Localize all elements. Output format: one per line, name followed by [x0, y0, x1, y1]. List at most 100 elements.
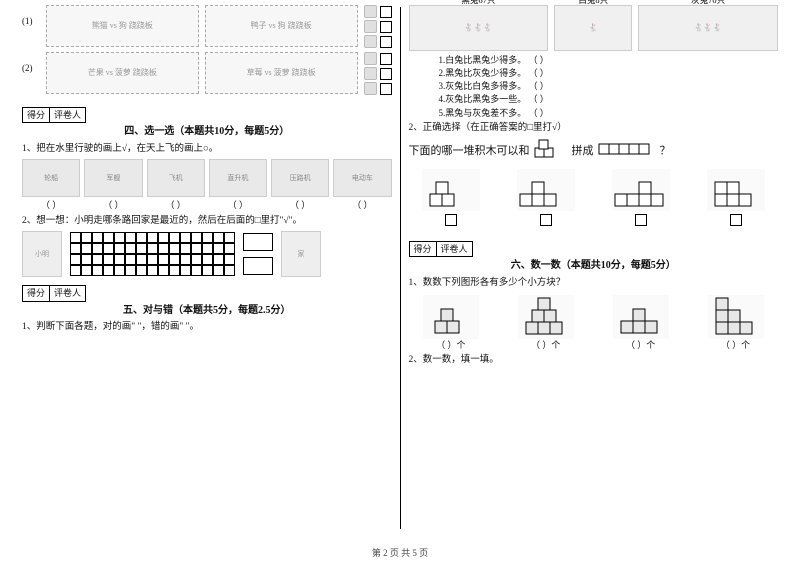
left-column: (1) 熊猫 vs 狗 跷跷板 鸭子 vs 狗 跷跷板 (2) 芒果 vs 菠萝… — [14, 5, 400, 535]
answer-checkbox[interactable] — [380, 36, 392, 48]
seesaw-3-image: 芒果 vs 菠萝 跷跷板 — [46, 52, 199, 94]
rabbit-statements: 1.白兔比黑兔少得多。 （ ） 2.黑兔比灰兔少得多。 （ ） 3.灰兔比白兔多… — [409, 54, 779, 119]
block-option-4-checkbox[interactable] — [730, 214, 742, 226]
vehicles-row: 轮船 军舰 飞机 直升机 压路机 电动车 — [22, 159, 392, 197]
block-option-2 — [517, 169, 575, 211]
panda-icon — [364, 5, 377, 18]
answer-blank[interactable]: （ ） — [209, 199, 267, 211]
prompt-a: 下面的哪一堆积木可以和 — [409, 144, 530, 159]
dog-icon — [364, 20, 377, 33]
stmt-4[interactable]: 4.灰兔比黑兔多一些。 （ ） — [439, 93, 779, 105]
seesaw-row2-answers — [364, 52, 392, 95]
grader-label: 评卷人 — [50, 108, 85, 122]
seesaw-row1-label: (1) — [22, 5, 40, 48]
mango-icon — [364, 82, 377, 95]
maze-answer-box-1[interactable] — [243, 233, 273, 251]
vehicle-helicopter: 直升机 — [209, 159, 267, 197]
section5-title: 五、对与错（本题共5分，每题2.5分） — [22, 304, 392, 318]
score-label: 得分 — [410, 242, 437, 256]
black-rabbit-label: 黑兔67只 — [461, 0, 495, 6]
gray-rabbit-group: 灰兔70只 🐇🐇🐇 — [638, 5, 778, 51]
character-left: 小明 — [22, 231, 62, 277]
score-label: 得分 — [23, 286, 50, 300]
seesaw-2-image: 鸭子 vs 狗 跷跷板 — [205, 5, 358, 47]
block-option-3 — [612, 169, 670, 211]
block-option-1 — [422, 169, 480, 211]
answer-checkbox[interactable] — [380, 6, 392, 18]
stmt-5[interactable]: 5.黑兔与灰兔差不多。 （ ） — [439, 107, 779, 119]
score-label: 得分 — [23, 108, 50, 122]
right-column: 黑兔67只 🐇🐇🐇 白兔8只 🐇 灰兔70只 🐇🐇🐇 1.白兔比黑兔少得多。 （… — [401, 5, 787, 535]
block-option-2-checkbox[interactable] — [540, 214, 552, 226]
answer-checkbox[interactable] — [380, 21, 392, 33]
count-blank-3[interactable]: （ ）个 — [613, 339, 669, 351]
blocks-prompt: 下面的哪一堆积木可以和 拼成 ？ — [409, 139, 779, 164]
white-rabbit-label: 白兔8只 — [578, 0, 608, 6]
house-image: 家 — [281, 231, 321, 277]
gray-rabbit-label: 灰兔70只 — [691, 0, 725, 6]
white-rabbit-group: 白兔8只 🐇 — [554, 5, 632, 51]
stmt-3[interactable]: 3.灰兔比白兔多得多。 （ ） — [439, 80, 779, 92]
stmt-2[interactable]: 2.黑兔比灰兔少得多。 （ ） — [439, 67, 779, 79]
q4-1-text: 1、把在水里行驶的画上√，在天上飞的画上○。 — [22, 143, 392, 156]
target-blocks-long-icon — [598, 141, 656, 162]
maze-grid — [70, 232, 235, 276]
count-blank-1[interactable]: （ ）个 — [423, 339, 479, 351]
strawberry-icon — [364, 67, 377, 80]
vehicle-warship: 军舰 — [84, 159, 142, 197]
rabbit-figure: 黑兔67只 🐇🐇🐇 白兔8只 🐇 灰兔70只 🐇🐇🐇 — [409, 5, 779, 51]
page-footer: 第 2 页 共 5 页 — [0, 546, 800, 559]
answer-checkbox[interactable] — [380, 53, 392, 65]
duck-icon — [364, 35, 377, 48]
answer-checkbox[interactable] — [380, 68, 392, 80]
prompt-b: 拼成 — [572, 144, 594, 159]
count-blank-4[interactable]: （ ）个 — [708, 339, 764, 351]
answer-blank[interactable]: （ ） — [271, 199, 329, 211]
pineapple-icon — [364, 52, 377, 65]
vehicle-ship: 轮船 — [22, 159, 80, 197]
count-fig-4 — [708, 295, 764, 339]
seesaw-block: (1) 熊猫 vs 狗 跷跷板 鸭子 vs 狗 跷跷板 (2) 芒果 vs 菠萝… — [22, 5, 392, 95]
q6-2-text: 2、数一数，填一填。 — [409, 354, 779, 367]
vehicle-ebike: 电动车 — [333, 159, 391, 197]
count-fig-2 — [518, 295, 574, 339]
seesaw-4-image: 草莓 vs 菠萝 跷跷板 — [205, 52, 358, 94]
page: (1) 熊猫 vs 狗 跷跷板 鸭子 vs 狗 跷跷板 (2) 芒果 vs 菠萝… — [0, 0, 800, 535]
vehicles-answers: （ ） （ ） （ ） （ ） （ ） （ ） — [22, 199, 392, 211]
answer-checkbox[interactable] — [380, 83, 392, 95]
q5-1-text: 1、判断下面各题，对的画" "，错的画" "。 — [22, 321, 392, 334]
answer-blank[interactable]: （ ） — [84, 199, 142, 211]
black-rabbit-group: 黑兔67只 🐇🐇🐇 — [409, 5, 549, 51]
count-fig-3 — [613, 295, 669, 339]
answer-blank[interactable]: （ ） — [147, 199, 205, 211]
score-box-section6: 得分 评卷人 — [409, 241, 473, 257]
q4-2-text: 2、想一想：小明走哪条路回家是最近的，然后在后面的□里打"√"。 — [22, 215, 392, 228]
block-options — [409, 169, 779, 231]
grader-label: 评卷人 — [437, 242, 472, 256]
score-box-section5: 得分 评卷人 — [22, 285, 86, 301]
block-option-4 — [707, 169, 765, 211]
block-option-3-checkbox[interactable] — [635, 214, 647, 226]
section6-title: 六、数一数（本题共10分，每题5分） — [409, 259, 779, 273]
vehicle-plane: 飞机 — [147, 159, 205, 197]
seesaw-row2-label: (2) — [22, 52, 40, 95]
count-fig-1 — [423, 295, 479, 339]
count-figures: （ ）个 （ ）个 — [409, 295, 779, 351]
q-right-2-text: 2、正确选择（在正确答案的□里打√） — [409, 122, 779, 135]
answer-blank[interactable]: （ ） — [333, 199, 391, 211]
section4-title: 四、选一选（本题共10分，每题5分） — [22, 125, 392, 139]
vehicle-roller: 压路机 — [271, 159, 329, 197]
block-option-1-checkbox[interactable] — [445, 214, 457, 226]
score-box-section4: 得分 评卷人 — [22, 107, 86, 123]
seesaw-1-image: 熊猫 vs 狗 跷跷板 — [46, 5, 199, 47]
q6-1-text: 1、数数下列图形各有多少个小方块？ — [409, 277, 779, 290]
grader-label: 评卷人 — [50, 286, 85, 300]
maze-wrap: 小明 家 — [22, 231, 392, 277]
prompt-c: ？ — [660, 144, 671, 159]
seesaw-row1-answers — [364, 5, 392, 48]
answer-blank[interactable]: （ ） — [22, 199, 80, 211]
target-blocks-small-icon — [534, 139, 568, 164]
stmt-1[interactable]: 1.白兔比黑兔少得多。 （ ） — [439, 54, 779, 66]
count-blank-2[interactable]: （ ）个 — [518, 339, 574, 351]
maze-answer-box-2[interactable] — [243, 257, 273, 275]
